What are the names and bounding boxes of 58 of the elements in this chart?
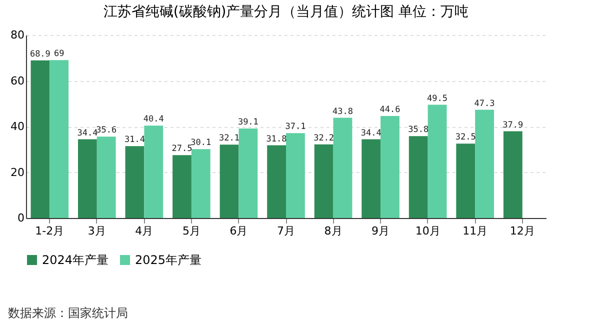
bar xyxy=(30,60,50,218)
bar xyxy=(314,144,334,218)
y-tick-label: 40 xyxy=(10,120,24,133)
data-label: 68.9 xyxy=(30,49,50,60)
x-tick-label: 1-2月 xyxy=(35,224,64,238)
legend-label: 2025年产量 xyxy=(135,253,202,267)
x-tick-label: 6月 xyxy=(230,224,248,238)
data-label: 44.6 xyxy=(380,104,400,115)
x-tick-label: 9月 xyxy=(372,224,390,238)
bar xyxy=(408,136,428,218)
y-tick-label: 0 xyxy=(18,212,24,224)
x-tick-label: 12月 xyxy=(510,224,535,238)
bar xyxy=(362,139,381,218)
bar xyxy=(191,149,210,218)
legend-label: 2024年产量 xyxy=(42,253,109,267)
bar xyxy=(96,136,116,218)
data-label: 37.9 xyxy=(502,120,524,130)
bar xyxy=(125,146,144,218)
x-tick-label: 3月 xyxy=(88,224,106,238)
data-label: 39.1 xyxy=(238,118,258,128)
x-tick-label: 11月 xyxy=(462,224,488,238)
x-tick-label: 7月 xyxy=(277,224,295,238)
data-label: 32.2 xyxy=(314,133,334,144)
bar xyxy=(172,155,192,218)
x-tick-label: 4月 xyxy=(135,224,154,238)
y-tick-label: 20 xyxy=(10,166,24,179)
x-tick-label: 5月 xyxy=(182,224,200,238)
chart-title: 江苏省纯碱(碳酸钠)产量分月（当月值）统计图 单位：万吨 xyxy=(103,4,469,20)
bar xyxy=(220,144,239,218)
bar xyxy=(428,104,447,218)
bar xyxy=(50,60,69,218)
data-label: 35.6 xyxy=(96,126,117,136)
bar xyxy=(503,131,522,218)
bar xyxy=(286,133,305,218)
data-label: 49.5 xyxy=(427,94,448,104)
data-label: 37.1 xyxy=(285,122,306,132)
bar xyxy=(238,128,258,218)
y-tick-label: 80 xyxy=(10,28,24,42)
data-label: 47.3 xyxy=(474,98,495,109)
bar xyxy=(267,145,286,218)
data-label: 32.1 xyxy=(219,134,240,144)
data-label: 30.1 xyxy=(190,138,212,148)
bar xyxy=(333,118,352,218)
data-label: 40.4 xyxy=(143,114,164,125)
y-tick-label: 60 xyxy=(10,74,24,88)
data-label: 27.5 xyxy=(172,144,192,154)
data-label: 34.4 xyxy=(77,128,98,138)
bar xyxy=(78,139,97,218)
bar xyxy=(380,116,400,218)
bar xyxy=(475,110,494,218)
bar xyxy=(144,126,164,218)
source-note: 数据来源：国家统计局 xyxy=(8,305,128,322)
x-tick-label: 8月 xyxy=(324,224,342,238)
bar xyxy=(456,144,476,218)
x-tick-label: 10月 xyxy=(415,224,440,238)
data-label: 35.8 xyxy=(408,125,429,136)
data-label: 69 xyxy=(54,49,64,60)
data-label: 43.8 xyxy=(332,106,353,117)
